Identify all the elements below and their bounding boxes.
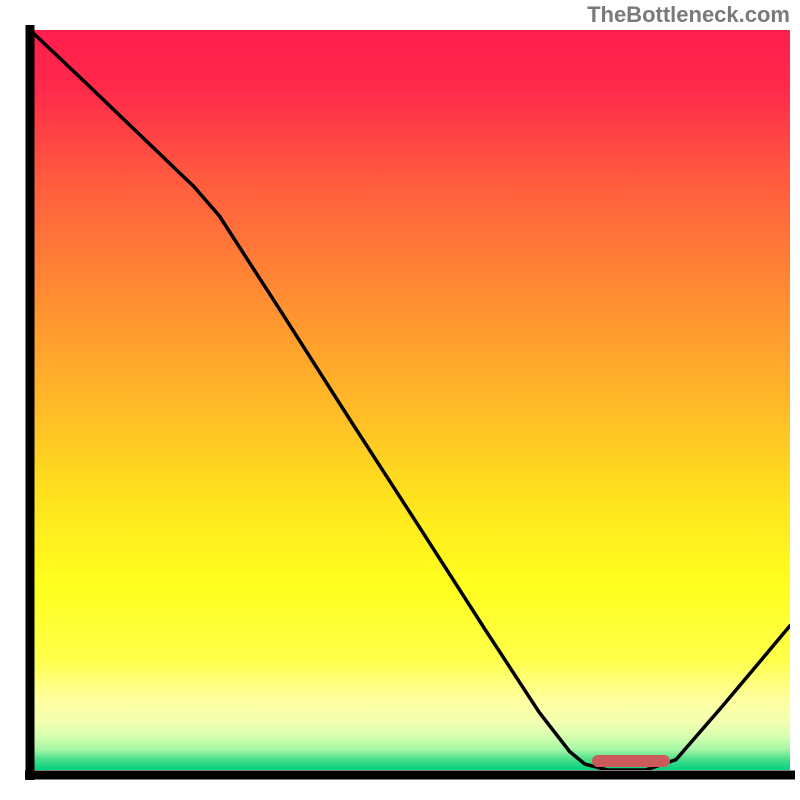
chart-container: TheBottleneck.com — [0, 0, 800, 800]
curve-path — [30, 30, 790, 770]
watermark-text: TheBottleneck.com — [587, 2, 790, 28]
bottleneck-curve — [30, 30, 790, 770]
optimal-range-marker — [592, 755, 670, 767]
